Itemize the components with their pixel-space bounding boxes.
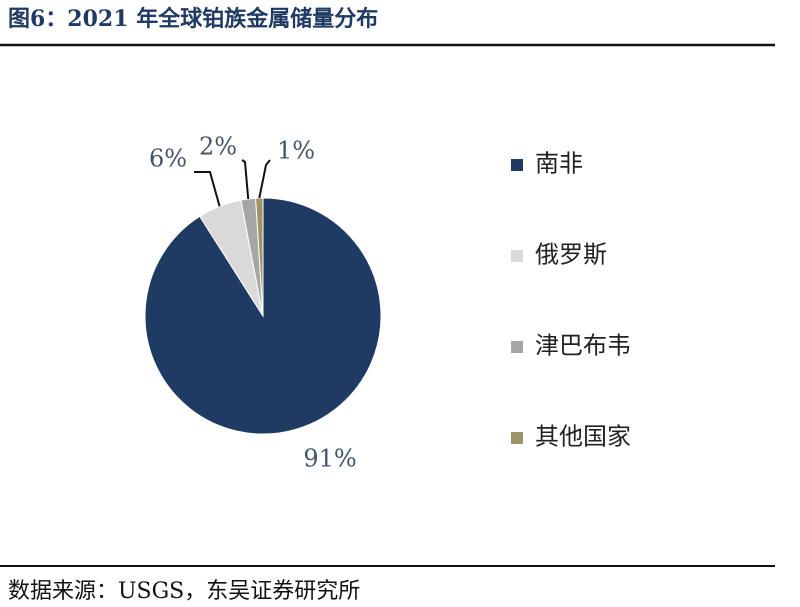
legend-swatch [511,432,523,444]
pie-slice [255,197,264,317]
chart-title: 图6：2021 年全球铂族金属储量分布 [8,6,378,32]
legend-swatch [511,159,523,171]
data-label: 2% [199,133,237,161]
legend-swatch [511,341,523,353]
source-note: 数据来源：USGS，东吴证券研究所 [8,579,360,604]
leader-line [258,159,271,199]
legend-label: 津巴布韦 [535,332,631,360]
legend-label: 其他国家 [535,423,631,451]
data-label: 6% [149,145,187,173]
legend-label: 南非 [535,150,583,178]
leader-line [194,171,221,207]
leader-line [241,159,250,200]
legend-label: 俄罗斯 [535,241,607,269]
legend-swatch [511,250,523,262]
data-label: 91% [303,445,356,473]
data-label: 1% [277,137,315,165]
